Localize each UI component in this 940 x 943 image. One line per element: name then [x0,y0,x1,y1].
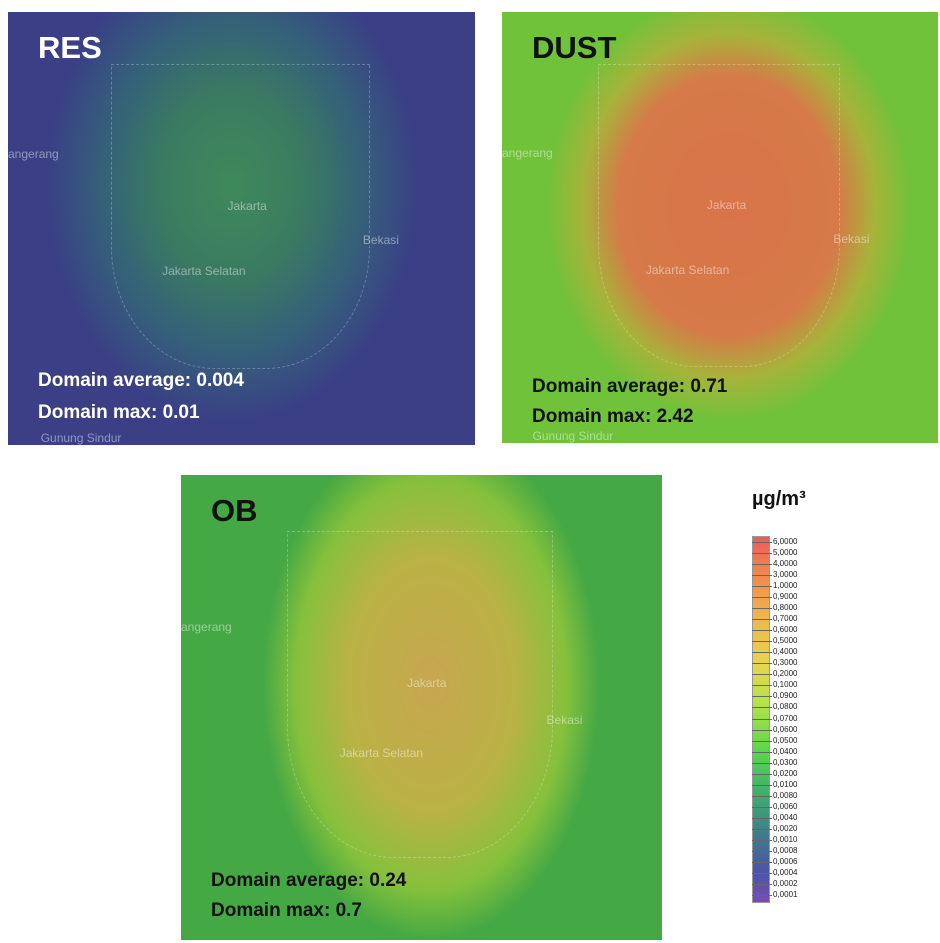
place-label: Jakarta [707,198,746,212]
colorbar-tick [752,796,772,797]
colorbar-label: 0,0600 [773,726,797,734]
place-label: Gunung Sindur [41,431,122,445]
colorbar-tick [752,741,772,742]
place-label: Jakarta Selatan [340,746,423,760]
colorbar-tick [752,564,772,565]
colorbar-tick [752,575,772,576]
stat-text: Domain max: 0.7 [211,900,362,922]
colorbar-label: 0,0700 [773,715,797,723]
colorbar-label: 0,0004 [773,869,797,877]
colorbar-tick [752,630,772,631]
panel-title: OB [211,493,258,529]
colorbar-label: 0,0020 [773,825,797,833]
colorbar-label: 0,0010 [773,836,797,844]
colorbar-tick [752,730,772,731]
colorbar-label: 0,0002 [773,880,797,888]
colorbar-tick [752,586,772,587]
colorbar-label: 0,0080 [773,792,797,800]
colorbar-tick [752,829,772,830]
panel-title: DUST [532,30,616,66]
colorbar-tick [752,752,772,753]
colorbar-label: 0,1000 [773,681,797,689]
colorbar-label: 0,4000 [773,648,797,656]
map-panel: OB angerang Jakarta Jakarta Selatan Bekasi Do… [181,475,662,940]
colorbar-tick [752,873,772,874]
place-label: Gunung Sindur [533,429,614,443]
colorbar-tick [752,785,772,786]
stat-text: Domain average: 0.004 [38,370,244,392]
colorbar-label: 5,0000 [773,549,797,557]
place-label: Jakarta [407,676,446,690]
panel-title: RES [38,30,102,66]
colorbar-label: 0,0100 [773,781,797,789]
stat-text: Domain max: 2.42 [532,406,694,428]
colorbar-tick [752,807,772,808]
colorbar-tick [752,851,772,852]
colorbar-tick [752,652,772,653]
colorbar-label: 0,0500 [773,737,797,745]
colorbar-label: 0,0060 [773,803,797,811]
place-label: Bekasi [833,232,869,246]
colorbar-label: 0,8000 [773,604,797,612]
colorbar-label: 1,0000 [773,582,797,590]
stat-text: Domain max: 0.01 [38,402,200,424]
colorbar-tick [752,663,772,664]
colorbar-label: 0,6000 [773,626,797,634]
colorbar-tick [752,641,772,642]
colorbar-tick [752,818,772,819]
colorbar-tick [752,774,772,775]
colorbar-tick [752,685,772,686]
boundary [598,64,840,368]
colorbar-label: 0,0006 [773,858,797,866]
colorbar-label: 0,0040 [773,814,797,822]
colorbar-label: 0,0900 [773,692,797,700]
colorbar-label: 0,0800 [773,703,797,711]
colorbar-label: 0,0200 [773,770,797,778]
colorbar-tick [752,553,772,554]
colorbar-scale [752,536,770,903]
colorbar-tick [752,884,772,885]
colorbar-tick [752,840,772,841]
stat-text: Domain average: 0.24 [211,870,406,892]
colorbar-tick [752,597,772,598]
colorbar-label: 6,0000 [773,538,797,546]
stat-text: Domain average: 0.71 [532,376,727,398]
place-label: Jakarta Selatan [646,263,729,277]
colorbar-tick [752,696,772,697]
colorbar-label: 0,0001 [773,891,797,899]
colorbar-label: 0,5000 [773,637,797,645]
colorbar-label: 0,9000 [773,593,797,601]
colorbar-tick [752,608,772,609]
map-panel: DUST angerang Jakarta Jakarta Selatan Bekasi… [502,12,938,443]
place-label: Bekasi [547,713,583,727]
colorbar-tick [752,707,772,708]
map-panel: RES angerang Jakarta Jakarta Selatan Bekasi G… [8,12,475,445]
place-label: Jakarta [227,199,266,213]
colorbar-tick [752,619,772,620]
colorbar-label: 0,0008 [773,847,797,855]
colorbar-label: 0,7000 [773,615,797,623]
place-label: Jakarta Selatan [162,264,245,278]
colorbar-tick [752,719,772,720]
colorbar: µg/m³ 6,0000 5,0000 4,0000 3,0000 1,0000 0,90… [740,478,850,908]
colorbar-tick [752,763,772,764]
colorbar-label: 0,0400 [773,748,797,756]
colorbar-tick [752,895,772,896]
colorbar-label: 3,0000 [773,571,797,579]
colorbar-tick [752,674,772,675]
boundary [287,531,554,859]
place-label: Bekasi [363,233,399,247]
colorbar-tick [752,862,772,863]
colorbar-label: 0,0300 [773,759,797,767]
colorbar-unit: µg/m³ [752,488,806,511]
place-label: angerang [8,147,59,161]
colorbar-label: 0,3000 [773,659,797,667]
colorbar-tick [752,542,772,543]
place-label: angerang [502,146,553,160]
colorbar-label: 0,2000 [773,670,797,678]
colorbar-label: 4,0000 [773,560,797,568]
place-label: angerang [181,620,232,634]
figure: RES angerang Jakarta Jakarta Selatan Bekasi G… [0,0,940,943]
boundary [111,64,370,369]
